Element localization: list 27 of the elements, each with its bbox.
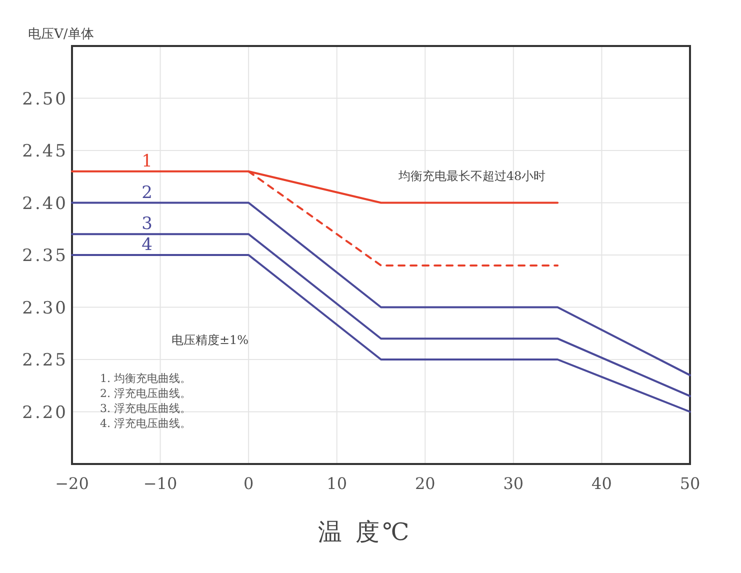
x-tick-label: −10	[143, 474, 178, 493]
y-tick-label: 2.30	[22, 298, 68, 318]
series-label: 4	[142, 235, 152, 255]
annotation: 4. 浮充电压曲线。	[100, 417, 191, 430]
y-axis-title: 电压V/单体	[28, 27, 94, 42]
annotation: 3. 浮充电压曲线。	[100, 402, 191, 415]
y-tick-label: 2.35	[22, 246, 68, 266]
x-tick-label: 40	[592, 474, 612, 493]
annotation: 1. 均衡充电曲线。	[100, 372, 191, 385]
x-tick-label: 20	[414, 474, 436, 493]
series-label: 2	[142, 182, 152, 203]
y-tick-label: 2.20	[22, 402, 68, 423]
x-tick-label: 30	[503, 474, 524, 493]
x-tick-label: −20	[55, 474, 89, 493]
series-label: 3	[142, 214, 152, 234]
y-tick-label: 2.50	[22, 89, 68, 110]
x-axis-title: 温 度℃	[318, 518, 412, 546]
x-tick-label: 0	[243, 474, 254, 493]
annotation: 2. 浮充电压曲线。	[100, 387, 191, 400]
x-tick-label: 10	[326, 474, 348, 493]
annotation: 电压精度±1%	[171, 333, 249, 347]
y-tick-label: 2.40	[22, 194, 68, 214]
annotation: 均衡充电最长不超过48小时	[397, 169, 546, 183]
x-tick-label: 50	[680, 474, 700, 493]
y-tick-label: 2.25	[22, 350, 68, 370]
y-tick-label: 2.45	[22, 142, 68, 162]
series-label: 1	[142, 151, 152, 172]
